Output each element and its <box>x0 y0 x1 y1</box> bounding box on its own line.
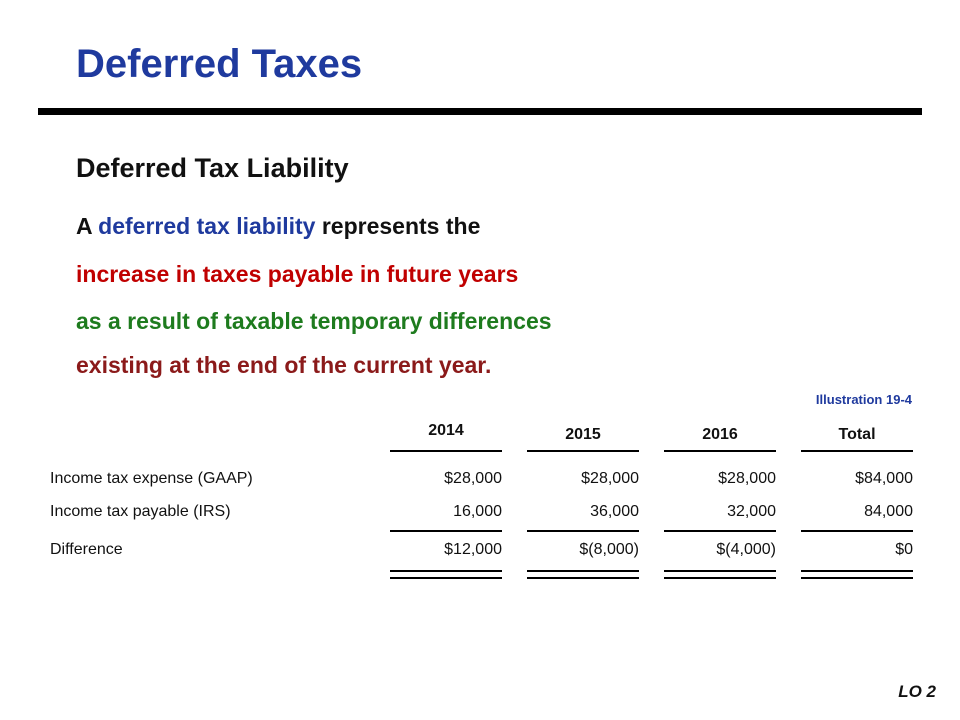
header-underline <box>390 450 502 452</box>
total-double-rule <box>527 570 639 572</box>
col-header-2015: 2015 <box>565 426 601 443</box>
table-cell: $0 <box>895 541 913 558</box>
total-double-rule <box>801 577 913 579</box>
illustration-label: Illustration 19-4 <box>815 392 912 407</box>
definition-line-2: increase in taxes payable in future year… <box>76 261 519 287</box>
title-underline <box>38 108 922 115</box>
table-cell: 36,000 <box>590 503 639 520</box>
total-double-rule <box>664 570 776 572</box>
definition-suffix: represents the <box>315 213 481 239</box>
subtotal-rule <box>390 530 502 532</box>
header-underline <box>527 450 639 452</box>
definition-line-3: as a result of taxable temporary differe… <box>76 308 552 334</box>
total-double-rule <box>801 570 913 572</box>
total-double-rule <box>390 577 502 579</box>
section-heading: Deferred Tax Liability <box>76 153 349 183</box>
subtotal-rule <box>664 530 776 532</box>
definition-line-4: existing at the end of the current year. <box>76 352 492 378</box>
table-cell: $28,000 <box>444 470 502 487</box>
col-header-2014: 2014 <box>428 422 464 439</box>
table-cell: $28,000 <box>581 470 639 487</box>
total-double-rule <box>664 577 776 579</box>
col-header-total: Total <box>838 426 876 443</box>
table-cell: 16,000 <box>453 503 502 520</box>
definition-line-1: A deferred tax liability represents the <box>76 213 480 240</box>
definition-term: deferred tax liability <box>98 213 316 239</box>
slide-title: Deferred Taxes <box>76 42 363 86</box>
table-cell: $28,000 <box>718 470 776 487</box>
table-cell: 32,000 <box>727 503 776 520</box>
row-label-difference: Difference <box>50 541 123 558</box>
table-cell: 84,000 <box>864 503 913 520</box>
table-cell: $84,000 <box>855 470 913 487</box>
row-label-tax-payable: Income tax payable (IRS) <box>50 503 231 520</box>
subtotal-rule <box>801 530 913 532</box>
subtotal-rule <box>527 530 639 532</box>
total-double-rule <box>527 577 639 579</box>
col-header-2016: 2016 <box>702 426 738 443</box>
header-underline <box>664 450 776 452</box>
table-cell: $(8,000) <box>579 541 639 558</box>
table-cell: $(4,000) <box>716 541 776 558</box>
total-double-rule <box>390 570 502 572</box>
learning-objective-label: LO 2 <box>898 682 936 701</box>
header-underline <box>801 450 913 452</box>
definition-prefix: A <box>76 213 99 239</box>
row-label-tax-expense: Income tax expense (GAAP) <box>50 470 253 487</box>
table-cell: $12,000 <box>444 541 502 558</box>
